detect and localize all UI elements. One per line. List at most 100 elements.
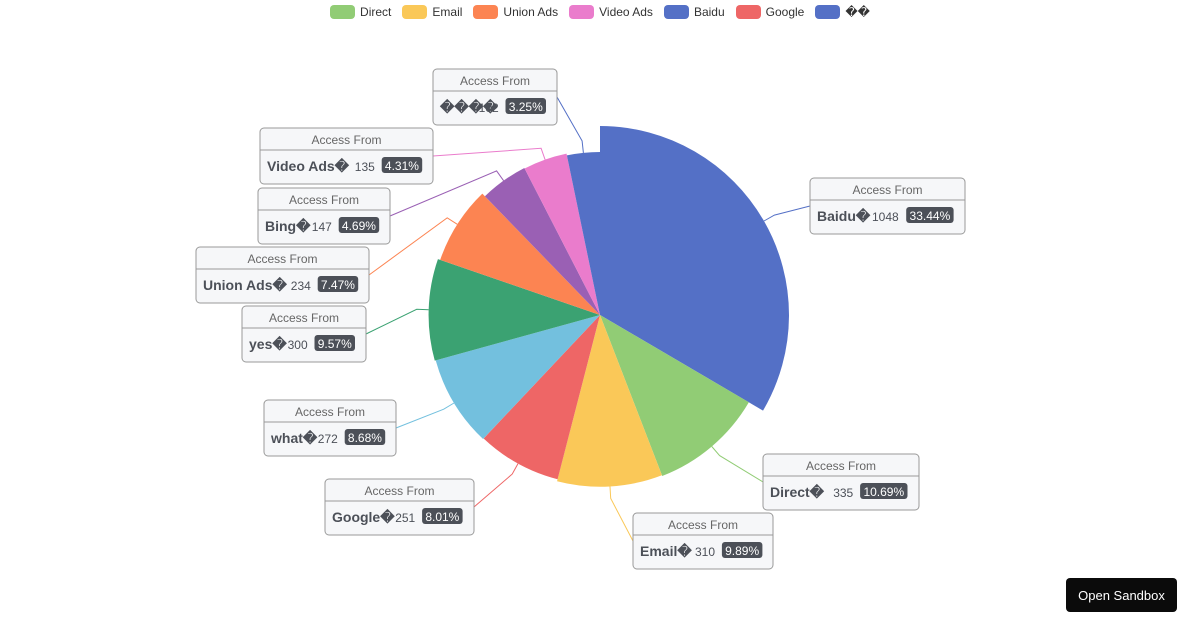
percent-badge bbox=[314, 335, 355, 351]
leader-line bbox=[389, 170, 505, 217]
label-percent: 8.68% bbox=[348, 431, 382, 445]
slice-label: Access From what� 272 8.68% bbox=[263, 399, 397, 457]
percent-badge bbox=[338, 217, 380, 233]
legend-item[interactable]: Google bbox=[735, 4, 805, 20]
label-title: Access From bbox=[668, 518, 738, 532]
legend-item[interactable]: Baidu bbox=[663, 4, 725, 20]
label-title: Access From bbox=[460, 74, 530, 88]
legend-item[interactable]: Video Ads bbox=[569, 4, 653, 20]
legend-swatch bbox=[330, 5, 356, 19]
label-value: 102 bbox=[479, 101, 499, 115]
legend-label: Direct bbox=[360, 5, 392, 19]
leader-line bbox=[473, 463, 519, 508]
label-value: 272 bbox=[318, 432, 338, 446]
label-percent: 33.44% bbox=[910, 209, 951, 223]
label-value: 135 bbox=[355, 160, 375, 174]
label-title: Access From bbox=[364, 484, 434, 498]
label-value: 300 bbox=[288, 338, 308, 352]
legend-label: Email bbox=[432, 5, 463, 19]
label-value: 1048 bbox=[872, 210, 899, 224]
pie-slice[interactable] bbox=[600, 315, 749, 476]
legend-item[interactable]: Union Ads bbox=[473, 4, 558, 20]
label-name: Video Ads� bbox=[267, 157, 350, 174]
legend-label: Video Ads bbox=[599, 5, 653, 19]
leader-line bbox=[432, 147, 546, 160]
label-name: Google� bbox=[332, 508, 395, 525]
label-name: Baidu� bbox=[817, 207, 871, 224]
label-title: Access From bbox=[269, 311, 339, 325]
slice-label: Access From Union Ads� 234 7.47% bbox=[195, 246, 370, 304]
label-name: Email� bbox=[640, 542, 692, 559]
slice-label: Access From Google� 251 8.01% bbox=[324, 478, 475, 536]
label-percent: 3.25% bbox=[509, 100, 543, 114]
label-name: ���� bbox=[439, 98, 498, 115]
slice-label: Access From Baidu� 1048 33.44% bbox=[809, 177, 966, 235]
legend-item[interactable]: Email bbox=[402, 4, 462, 20]
label-percent: 8.01% bbox=[425, 510, 459, 524]
leader-line bbox=[609, 486, 634, 542]
pie-slice[interactable] bbox=[440, 193, 600, 315]
leader-line bbox=[365, 308, 429, 335]
leader-line bbox=[711, 446, 764, 483]
leader-line bbox=[368, 217, 458, 276]
slice-label: Access From Bing� 147 4.69% bbox=[257, 187, 391, 245]
pie-slice[interactable] bbox=[566, 152, 600, 315]
legend-swatch bbox=[569, 5, 595, 19]
legend-item[interactable]: �� bbox=[815, 4, 870, 20]
label-title: Access From bbox=[311, 133, 381, 147]
label-percent: 4.31% bbox=[385, 159, 419, 173]
label-title: Access From bbox=[295, 405, 365, 419]
legend-swatch bbox=[663, 5, 689, 19]
pie-slice[interactable] bbox=[428, 259, 600, 361]
legend-swatch bbox=[402, 5, 428, 19]
percent-badge bbox=[422, 508, 463, 524]
label-name: Union Ads� bbox=[203, 276, 287, 293]
label-name: Direct� bbox=[770, 483, 825, 500]
pie-slice[interactable] bbox=[600, 126, 789, 411]
slice-label: Access From Direct� 335 10.69% bbox=[762, 453, 920, 511]
label-percent: 4.69% bbox=[342, 219, 376, 233]
percent-badge bbox=[381, 157, 423, 173]
leader-line bbox=[395, 402, 455, 429]
label-value: 310 bbox=[695, 545, 715, 559]
leader-line bbox=[556, 96, 584, 153]
label-value: 234 bbox=[291, 279, 311, 293]
pie-slice[interactable] bbox=[435, 315, 600, 440]
legend-label: Baidu bbox=[693, 5, 725, 19]
pie-slice[interactable] bbox=[524, 153, 600, 315]
slice-label: Access From ����102 3.25% bbox=[432, 68, 558, 126]
label-name: Bing� bbox=[265, 217, 311, 234]
slice-label: Access From Video Ads� 135 4.31% bbox=[259, 127, 434, 185]
pie-slice[interactable] bbox=[557, 315, 662, 487]
legend-label: Union Ads bbox=[503, 5, 559, 19]
percent-badge bbox=[906, 207, 954, 223]
percent-badge bbox=[344, 429, 386, 445]
label-percent: 9.57% bbox=[318, 337, 352, 351]
open-sandbox-button[interactable]: Open Sandbox bbox=[1066, 578, 1177, 612]
legend-label: �� bbox=[845, 5, 870, 19]
label-title: Access From bbox=[852, 183, 922, 197]
legend-swatch bbox=[735, 5, 761, 19]
percent-badge bbox=[317, 276, 359, 292]
label-name: yes� bbox=[249, 335, 287, 352]
pie-slice[interactable] bbox=[483, 315, 600, 480]
percent-badge bbox=[505, 98, 546, 114]
percent-badge bbox=[721, 542, 763, 558]
label-name: what� bbox=[270, 429, 318, 446]
legend-swatch bbox=[815, 5, 841, 19]
legend-item[interactable]: Direct bbox=[330, 4, 391, 20]
label-title: Access From bbox=[289, 193, 359, 207]
label-value: 251 bbox=[395, 511, 415, 525]
label-percent: 10.69% bbox=[863, 485, 904, 499]
label-percent: 9.89% bbox=[725, 544, 759, 558]
pie-slice[interactable] bbox=[484, 167, 600, 315]
legend-swatch bbox=[473, 5, 499, 19]
label-value: 335 bbox=[833, 486, 853, 500]
label-percent: 7.47% bbox=[321, 278, 355, 292]
label-title: Access From bbox=[806, 459, 876, 473]
chart-legend: Direct Email Union Ads Video Ads Baidu Google… bbox=[0, 4, 1200, 20]
legend-label: Google bbox=[765, 5, 805, 19]
leader-line bbox=[763, 205, 811, 222]
slice-label: Access From Email� 310 9.89% bbox=[632, 512, 774, 570]
